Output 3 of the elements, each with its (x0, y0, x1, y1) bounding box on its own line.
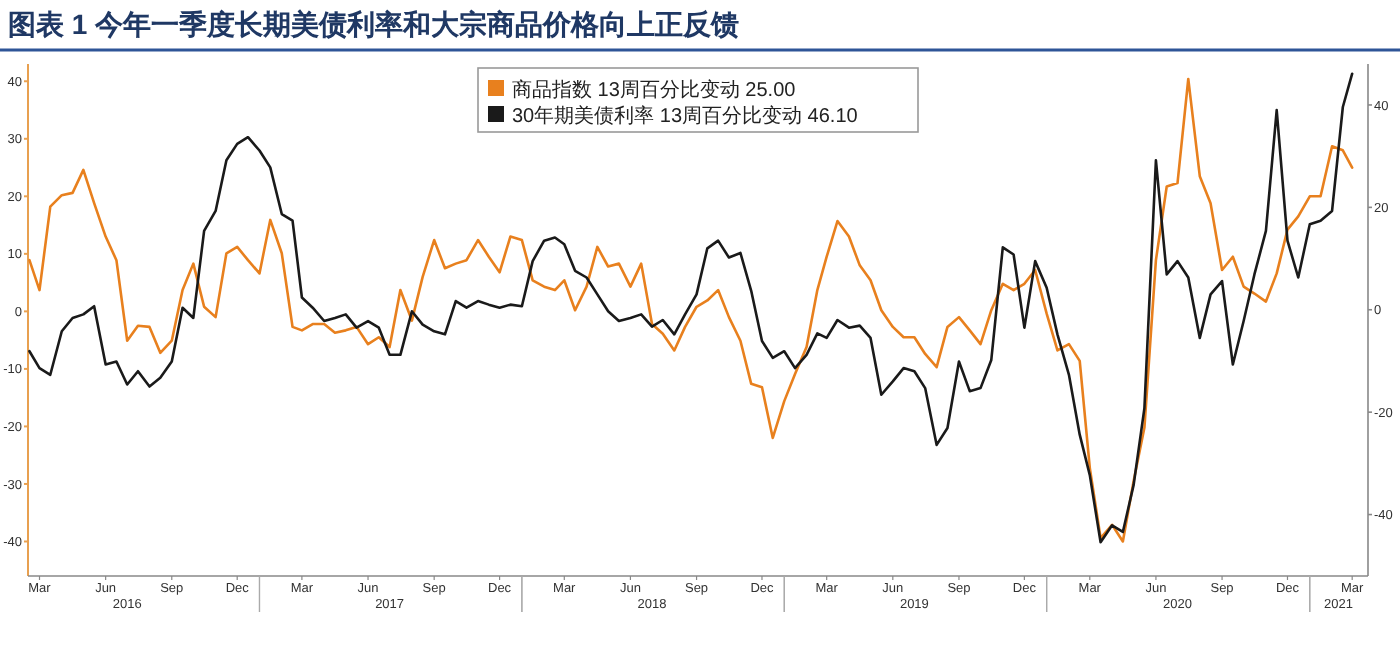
legend-label: 商品指数 13周百分比变动 25.00 (512, 78, 797, 102)
legend-label: 30年期美债利率 13周百分比变动 46.10 (512, 104, 859, 128)
chart-title: 图表 1 今年一季度长期美债利率和大宗商品价格向上正反馈 (8, 8, 740, 40)
